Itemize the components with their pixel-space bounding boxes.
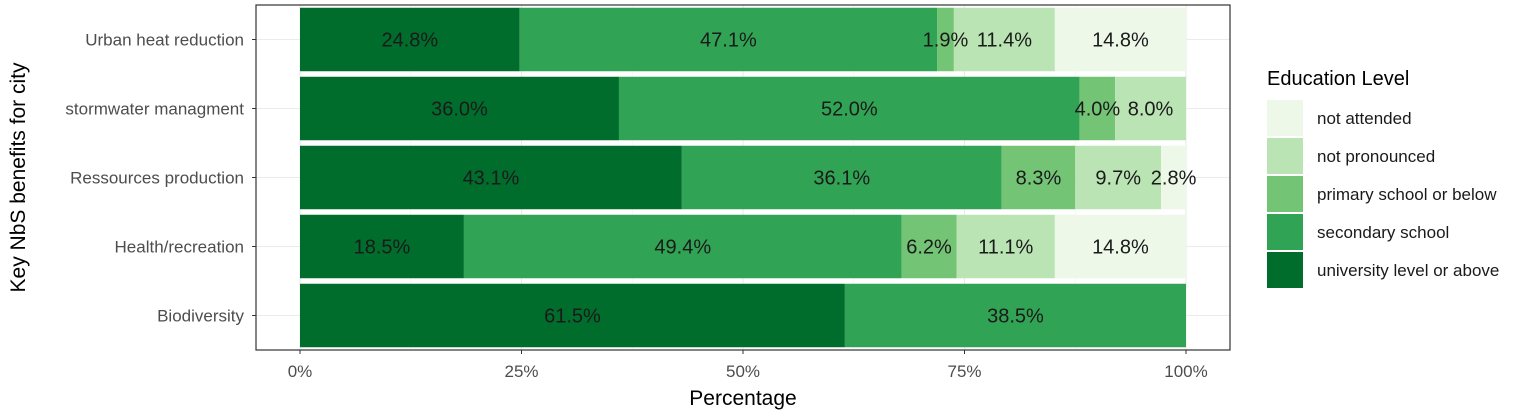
bar-stormwater-managment-not-pronounced — [1115, 76, 1186, 141]
data-label: 11.1% — [978, 237, 1033, 259]
legend: Education Level not attended not pronounc… — [1267, 68, 1499, 288]
data-label: 47.1% — [700, 30, 757, 52]
data-label: 24.8% — [382, 30, 439, 52]
bar-health-recreation-university-level-or-above — [300, 214, 464, 279]
bar-urban-heat-reduction-primary-school-or-below — [937, 7, 954, 72]
y-tick-label: Biodiversity — [157, 307, 244, 326]
x-tick-label: 0% — [288, 362, 313, 381]
y-tick-label: Ressources production — [70, 169, 244, 188]
data-label: 18.5% — [354, 237, 411, 259]
bar-stormwater-managment-secondary-school — [618, 76, 1080, 141]
y-axis-title: Key NbS benefits for city — [7, 62, 30, 292]
x-tick-label: 25% — [504, 362, 538, 381]
legend-title: Education Level — [1267, 68, 1409, 90]
data-label: 36.0% — [431, 99, 488, 121]
legend-key-university-level-or-above — [1267, 252, 1303, 288]
bar-ressources-production-not-pronounced — [1075, 145, 1162, 210]
legend-key-primary-school-or-below — [1267, 176, 1303, 212]
legend-label: not pronounced — [1317, 147, 1435, 166]
bar-urban-heat-reduction-not-attended — [1054, 7, 1186, 72]
data-label: 38.5% — [987, 306, 1044, 328]
legend-key-not-attended — [1267, 100, 1303, 136]
bar-stormwater-managment-primary-school-or-below — [1079, 76, 1116, 141]
data-label: 8.3% — [1016, 168, 1062, 190]
legend-label: secondary school — [1317, 223, 1449, 242]
bar-urban-heat-reduction-secondary-school — [519, 7, 938, 72]
data-label: 14.8% — [1092, 30, 1149, 52]
data-label: 4.0% — [1075, 99, 1121, 121]
bar-ressources-production-primary-school-or-below — [1001, 145, 1076, 210]
data-label: 6.2% — [906, 237, 952, 259]
x-tick-label: 100% — [1164, 362, 1207, 381]
legend-label: primary school or below — [1317, 185, 1497, 204]
x-axis-title: Percentage — [689, 387, 796, 410]
data-labels: 24.8% 47.1% 1.9% 11.4% 14.8% 36.0% 52.0% 4.0% 8.… — [354, 30, 1197, 328]
data-label: 1.9% — [923, 30, 969, 52]
legend-key-not-pronounced — [1267, 138, 1303, 174]
legend-label: university level or above — [1317, 261, 1499, 280]
y-axis: Urban heat reduction stormwater managment… — [65, 31, 256, 326]
data-label: 36.1% — [813, 168, 870, 190]
legend-key-secondary-school — [1267, 214, 1303, 250]
data-label: 11.4% — [977, 30, 1032, 52]
data-label: 9.7% — [1095, 168, 1141, 190]
x-tick-label: 50% — [726, 362, 760, 381]
x-tick-label: 75% — [947, 362, 981, 381]
data-label: 49.4% — [654, 237, 711, 259]
data-label: 61.5% — [544, 306, 601, 328]
y-tick-label: Urban heat reduction — [85, 31, 244, 50]
bar-health-recreation-primary-school-or-below — [901, 214, 957, 279]
data-label: 8.0% — [1128, 99, 1174, 121]
bar-stormwater-managment-university-level-or-above — [300, 76, 619, 141]
y-tick-label: stormwater managment — [65, 100, 244, 119]
bar-biodiversity-university-level-or-above — [300, 283, 845, 348]
bar-biodiversity-secondary-school — [844, 283, 1186, 348]
bar-ressources-production-university-level-or-above — [300, 145, 682, 210]
x-axis: 0% 25% 50% 75% 100% — [288, 350, 1208, 381]
bar-health-recreation-secondary-school — [463, 214, 902, 279]
bar-ressources-production-secondary-school — [681, 145, 1002, 210]
bar-health-recreation-not-pronounced — [956, 214, 1055, 279]
bar-health-recreation-not-attended — [1054, 214, 1186, 279]
bars — [300, 7, 1186, 348]
legend-label: not attended — [1317, 109, 1412, 128]
y-tick-label: Health/recreation — [115, 238, 244, 257]
data-label: 43.1% — [463, 168, 520, 190]
data-label: 2.8% — [1151, 168, 1197, 190]
data-label: 14.8% — [1092, 237, 1149, 259]
data-label: 52.0% — [821, 99, 878, 121]
bar-urban-heat-reduction-university-level-or-above — [300, 7, 520, 72]
bar-urban-heat-reduction-not-pronounced — [953, 7, 1055, 72]
bar-ressources-production-not-attended — [1161, 145, 1186, 210]
